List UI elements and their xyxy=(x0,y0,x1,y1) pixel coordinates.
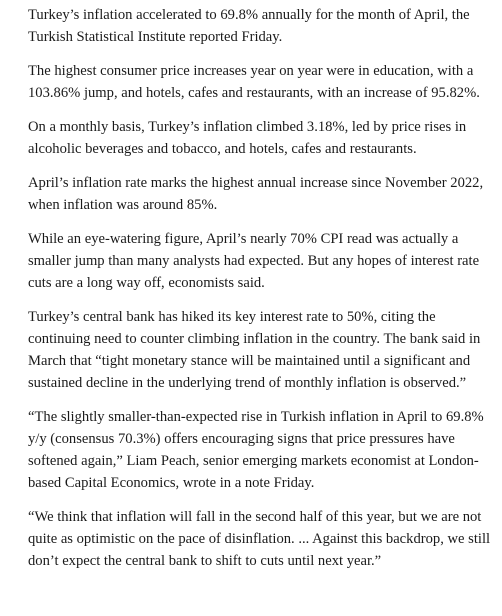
paragraph-central-bank: Turkey’s central bank has hiked its key … xyxy=(28,306,496,394)
paragraph-highest-since: April’s inflation rate marks the highest… xyxy=(28,172,496,216)
paragraph-inflation-headline: Turkey’s inflation accelerated to 69.8% … xyxy=(28,4,496,48)
paragraph-economist-quote: “The slightly smaller-than-expected rise… xyxy=(28,406,496,494)
paragraph-analyst-expectations: While an eye-watering figure, April’s ne… xyxy=(28,228,496,294)
paragraph-monthly-basis: On a monthly basis, Turkey’s inflation c… xyxy=(28,116,496,160)
article-body: Turkey’s inflation accelerated to 69.8% … xyxy=(0,0,502,572)
paragraph-outlook-quote: “We think that inflation will fall in th… xyxy=(28,506,496,572)
paragraph-yearly-increases: The highest consumer price increases yea… xyxy=(28,60,496,104)
